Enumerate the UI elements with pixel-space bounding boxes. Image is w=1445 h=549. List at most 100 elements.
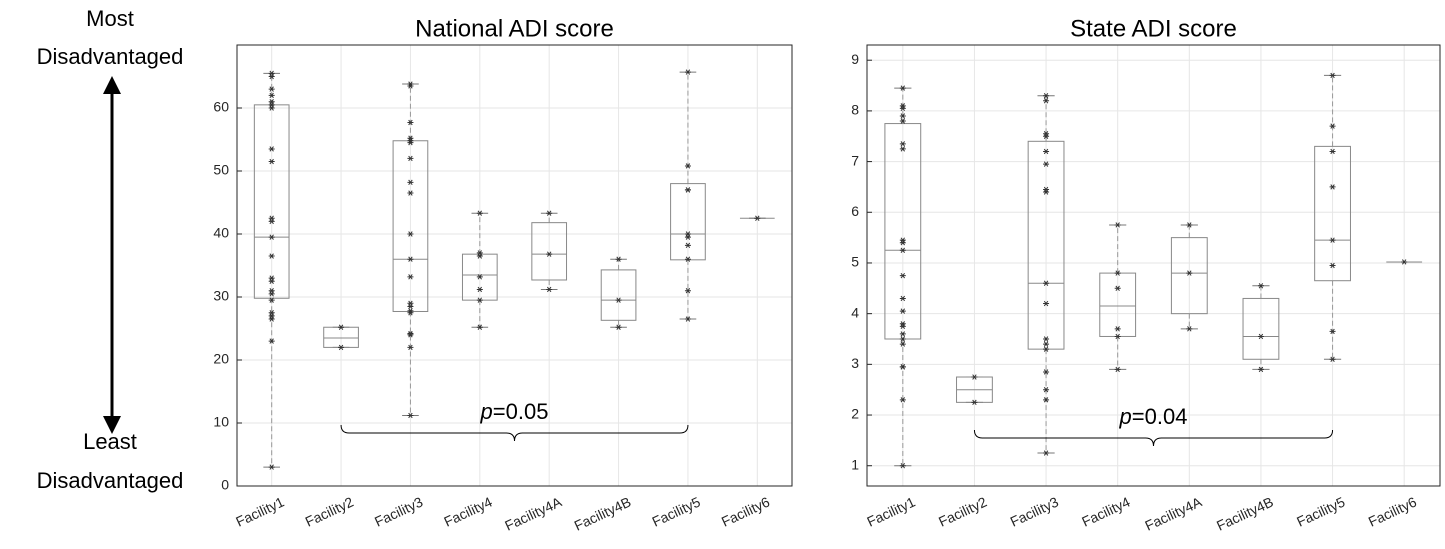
point xyxy=(1043,369,1050,375)
x-tick-label: Facility4B xyxy=(572,494,634,534)
point xyxy=(1257,366,1264,373)
point xyxy=(268,338,275,344)
point xyxy=(1186,326,1193,332)
point xyxy=(476,274,483,280)
point xyxy=(1043,189,1050,195)
point xyxy=(407,231,414,237)
point xyxy=(407,256,414,262)
point xyxy=(268,105,275,111)
point xyxy=(268,218,275,225)
point xyxy=(407,155,414,162)
y-tick-label: 3 xyxy=(851,355,859,371)
point xyxy=(899,397,906,403)
point xyxy=(899,308,906,314)
chart-title: State ADI score xyxy=(1070,15,1237,42)
point xyxy=(407,344,414,351)
x-tick-label: Facility1 xyxy=(233,493,286,529)
point xyxy=(899,118,906,124)
point xyxy=(268,158,275,165)
point xyxy=(1043,346,1050,352)
point xyxy=(1329,123,1336,129)
point xyxy=(1043,341,1050,347)
point xyxy=(1329,237,1336,243)
y-tick-label: 20 xyxy=(213,351,229,367)
y-tick-label: 5 xyxy=(851,254,859,270)
point xyxy=(971,374,978,380)
point xyxy=(407,303,414,310)
point xyxy=(1043,133,1050,139)
point xyxy=(899,336,906,342)
point xyxy=(899,239,906,246)
point xyxy=(899,247,906,253)
bracket xyxy=(973,429,1334,447)
point xyxy=(268,86,275,92)
x-tick-label: Facility1 xyxy=(864,493,917,529)
point xyxy=(407,274,414,280)
point xyxy=(1043,397,1050,403)
point xyxy=(684,234,691,240)
point xyxy=(1043,450,1050,456)
axes-frame xyxy=(866,44,1441,487)
point xyxy=(1329,72,1336,79)
y-tick-label: 0 xyxy=(221,477,229,493)
point xyxy=(899,295,906,302)
box xyxy=(1314,145,1351,282)
point xyxy=(615,324,622,330)
point xyxy=(1114,285,1121,292)
point xyxy=(1257,283,1264,289)
point xyxy=(1329,148,1336,155)
point xyxy=(1114,366,1121,373)
x-tick-label: Facility4 xyxy=(1079,493,1132,529)
point xyxy=(899,272,906,279)
point xyxy=(338,344,345,351)
point xyxy=(476,297,483,303)
point xyxy=(1114,222,1121,228)
point xyxy=(407,332,414,338)
point xyxy=(476,210,483,216)
point xyxy=(1043,386,1050,393)
point xyxy=(546,251,553,257)
point xyxy=(1043,336,1050,342)
x-tick-label: Facility6 xyxy=(1366,493,1419,529)
point xyxy=(899,364,906,370)
point xyxy=(899,463,906,469)
side-label: Most xyxy=(86,6,134,31)
y-tick-label: 7 xyxy=(851,152,859,168)
point xyxy=(1043,161,1050,167)
point xyxy=(407,179,414,186)
point xyxy=(1186,222,1193,228)
point xyxy=(1329,262,1336,269)
point xyxy=(476,286,483,293)
box xyxy=(1242,297,1280,360)
point xyxy=(1257,333,1264,340)
y-tick-label: 60 xyxy=(213,99,229,115)
point xyxy=(268,92,275,99)
point xyxy=(754,215,761,221)
x-tick-label: Facility6 xyxy=(719,493,772,529)
axes-frame xyxy=(236,44,793,487)
point xyxy=(899,85,906,91)
point xyxy=(1043,148,1050,155)
y-tick-label: 2 xyxy=(851,406,859,422)
x-tick-label: Facility5 xyxy=(649,493,702,529)
x-tick-label: Facility3 xyxy=(1008,493,1061,529)
point xyxy=(407,412,414,419)
point xyxy=(1114,333,1121,340)
point xyxy=(684,316,691,322)
y-tick-label: 8 xyxy=(851,102,859,118)
point xyxy=(268,316,275,322)
point xyxy=(268,291,275,297)
point xyxy=(476,253,483,259)
point xyxy=(476,324,483,330)
point xyxy=(615,297,622,303)
point xyxy=(1186,270,1193,276)
point xyxy=(1329,328,1336,335)
point xyxy=(1043,92,1050,99)
point xyxy=(899,331,906,337)
plot-area xyxy=(867,45,1440,486)
point xyxy=(407,190,414,196)
y-tick-label: 9 xyxy=(851,51,859,67)
y-tick-label: 6 xyxy=(851,203,859,219)
point xyxy=(268,464,275,470)
